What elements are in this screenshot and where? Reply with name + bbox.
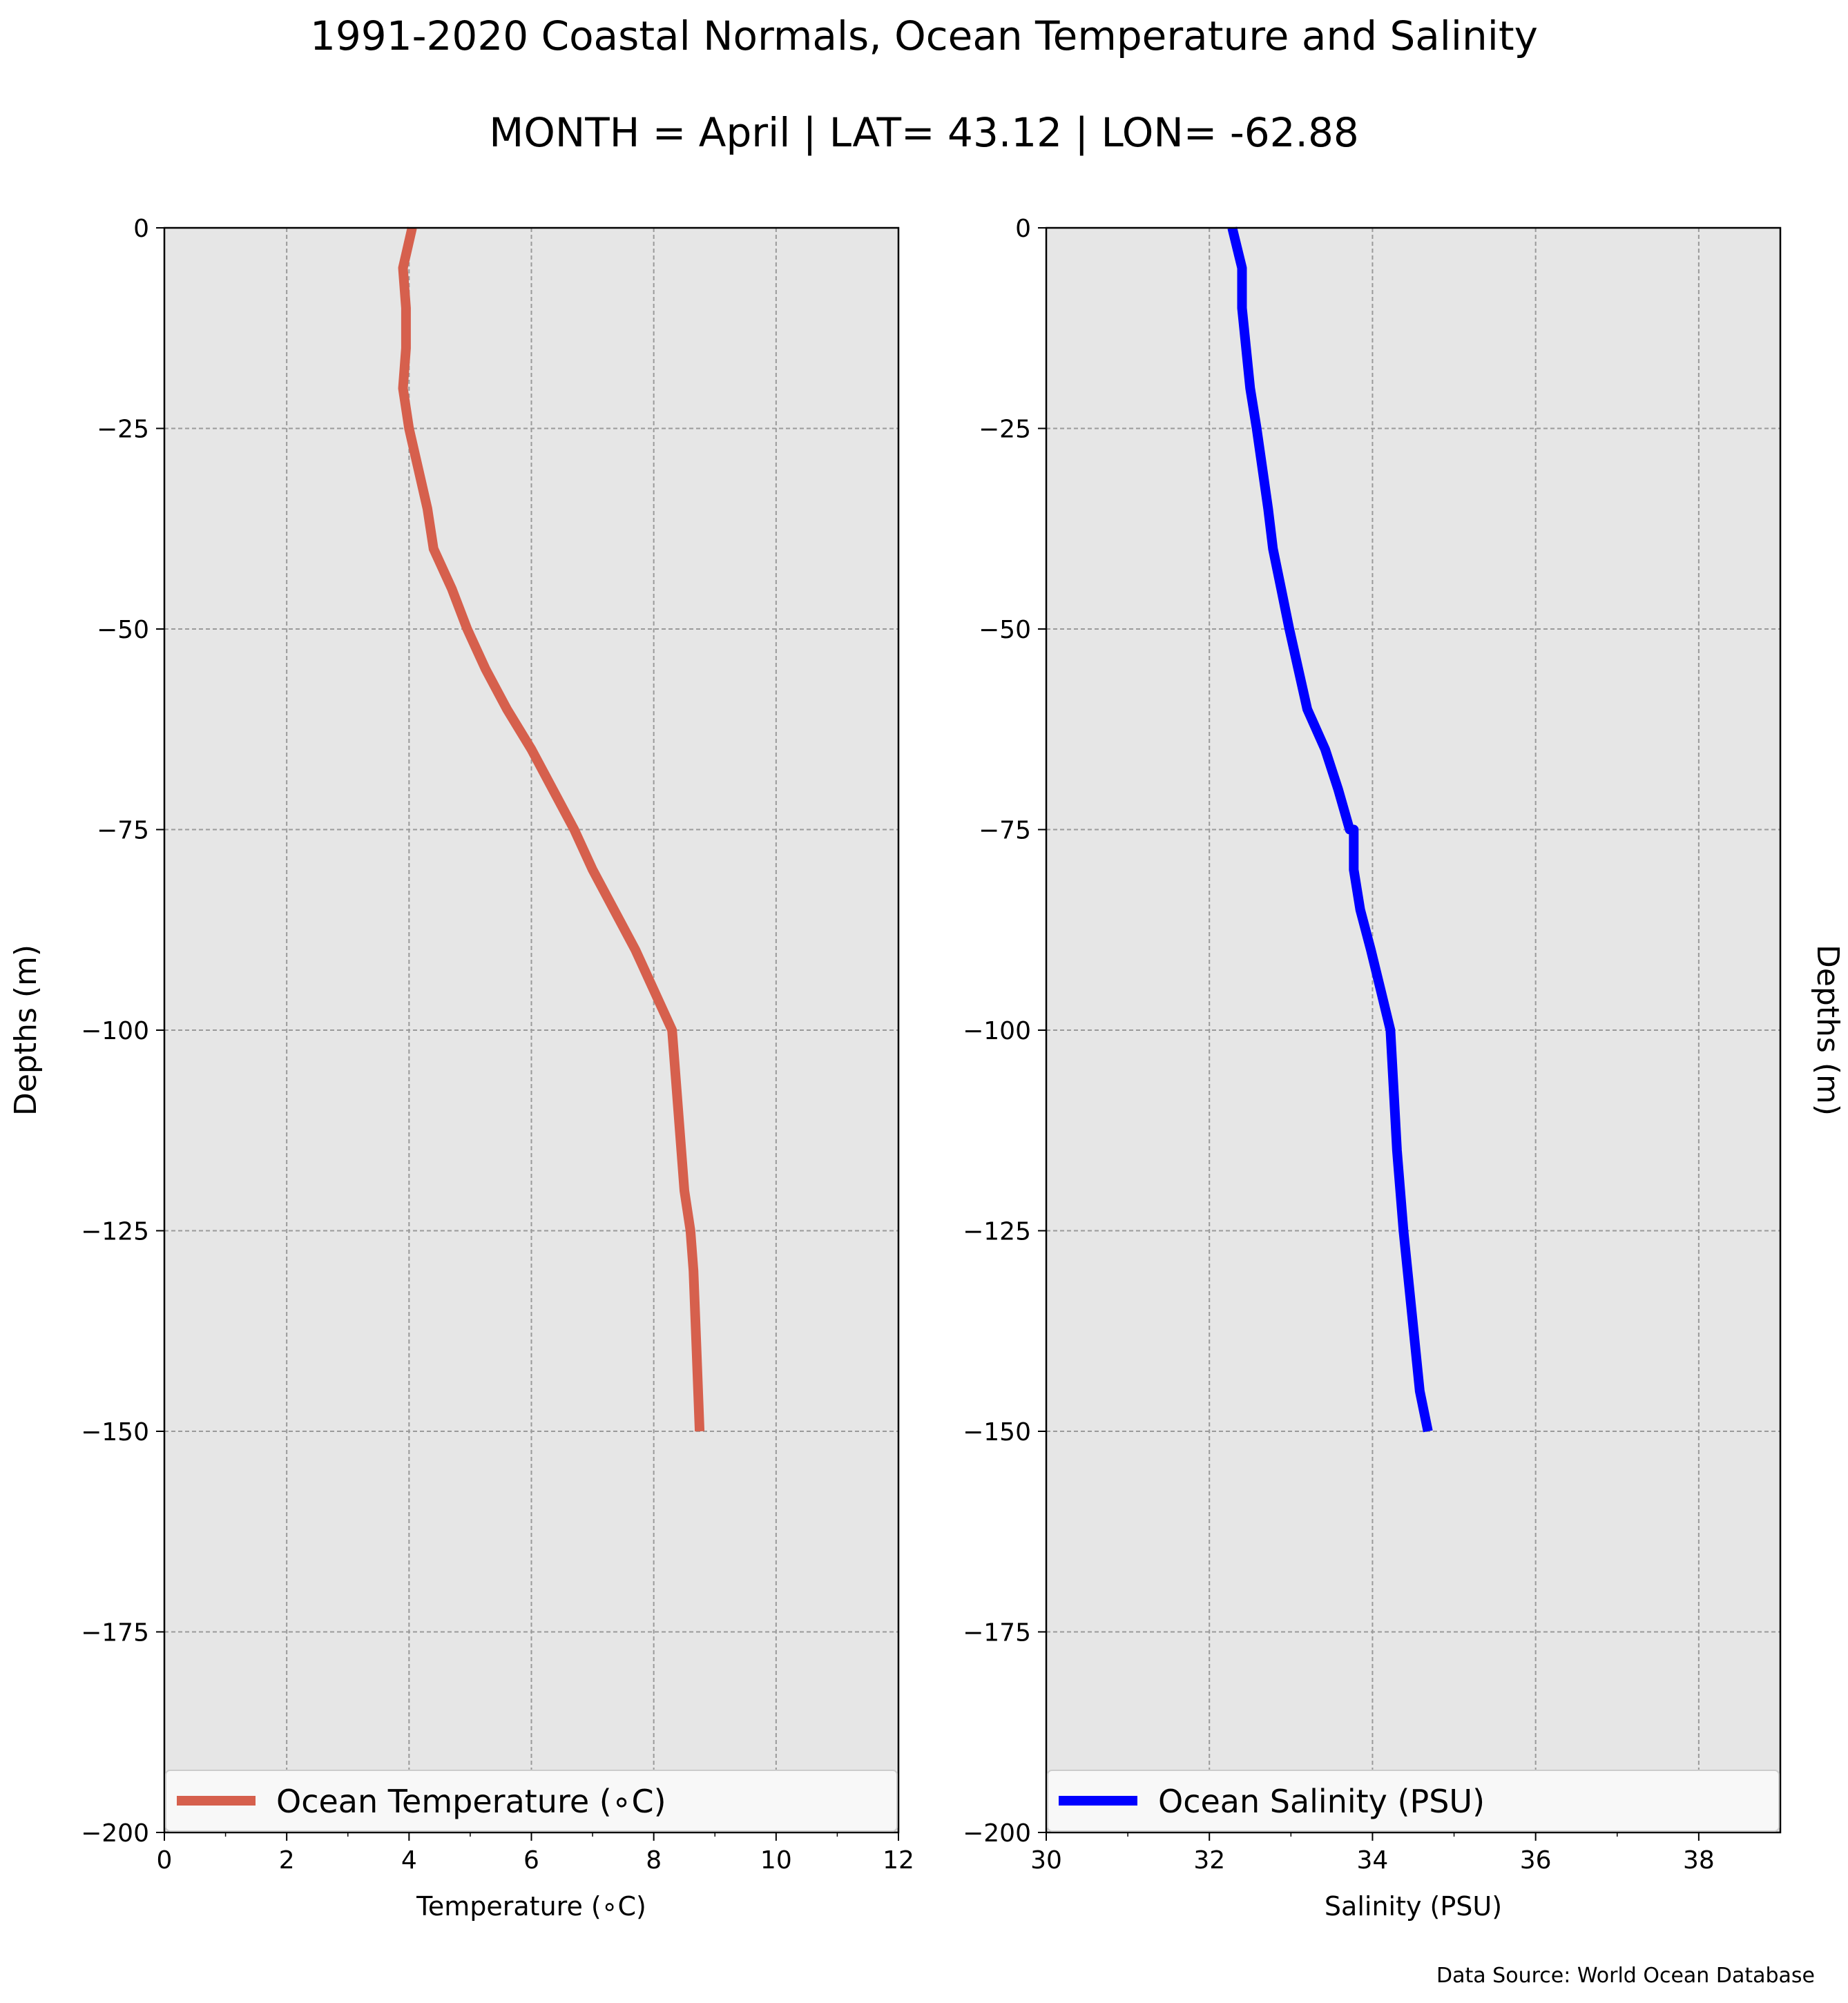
panel-1-x-tick-label: 0 [157,1846,173,1875]
panel-1-y-tick-label: −75 [97,817,149,845]
panel-2-y-tick-label: −125 [963,1218,1031,1246]
panel-1-x-tick-label: 2 [279,1846,295,1875]
panel-1-y-tick-label: −150 [81,1418,149,1446]
panel-1-x-tick-label: 6 [523,1846,539,1875]
figure-subtitle: MONTH = April | LAT= 43.12 | LON= -62.88 [489,109,1359,156]
panel-2-y-tick-label: 0 [1015,215,1031,243]
panel-1-legend-box [165,1770,898,1832]
panel-1-y-tick-label: −25 [97,416,149,444]
panel-2-axes-frame [1045,226,1782,1834]
panel-2-x-tick-label: 32 [1193,1846,1225,1875]
panel-1-y-tick-label: 0 [133,215,149,243]
panel-2-x-tick-label: 30 [1030,1846,1062,1875]
panel-1-y-tick-label: −175 [81,1619,149,1647]
panel-2-legend-label: Ocean Salinity (PSU) [1158,1783,1485,1820]
panel-2-y-tick-label: −50 [979,616,1031,644]
panel-1-y-tick-label: −100 [81,1017,149,1045]
panel-2-y-tick-label: −25 [979,416,1031,444]
figure-title: 1991-2020 Coastal Normals, Ocean Tempera… [310,12,1538,59]
data-source-note: Data Source: World Ocean Database [1436,1964,1815,1988]
panel-2-y-tick-label: −150 [963,1418,1031,1446]
panel-2-x-tick-label: 38 [1683,1846,1715,1875]
y-axis-label-left: Depths (m) [8,945,44,1116]
panel-2-series-line-1 [1227,226,1433,1433]
panel-2-y-tick-label: −200 [963,1819,1031,1848]
y-axis-label-right: Depths (m) [1810,945,1845,1116]
panel-1-x-tick-label: 10 [760,1846,792,1875]
panel-2-x-tick-label: 36 [1520,1846,1552,1875]
panel-1-series-line-1 [398,226,705,1432]
panel-1-x-tick-label: 8 [646,1846,662,1875]
panel-1-legend-label: Ocean Temperature (∘C) [276,1783,666,1820]
panel-1-y-tick-label: −200 [81,1819,149,1848]
panel-2-legend-box [1047,1770,1780,1832]
panel-1-y-tick-label: −50 [97,616,149,644]
panel-2-x-axis-label: Salinity (PSU) [1325,1891,1502,1922]
panel-1-x-tick-label: 4 [401,1846,417,1875]
panel-2-x-tick-label: 34 [1357,1846,1389,1875]
panel-2-y-tick-label: −100 [963,1017,1031,1045]
panel-1-x-axis-label: Temperature (∘C) [416,1891,646,1922]
panel-1-y-tick-label: −125 [81,1218,149,1246]
panel-1-axes-frame [163,226,900,1834]
panel-2-y-tick-label: −75 [979,817,1031,845]
panel-1-x-tick-label: 12 [883,1846,914,1875]
panel-2-y-tick-label: −175 [963,1619,1031,1647]
